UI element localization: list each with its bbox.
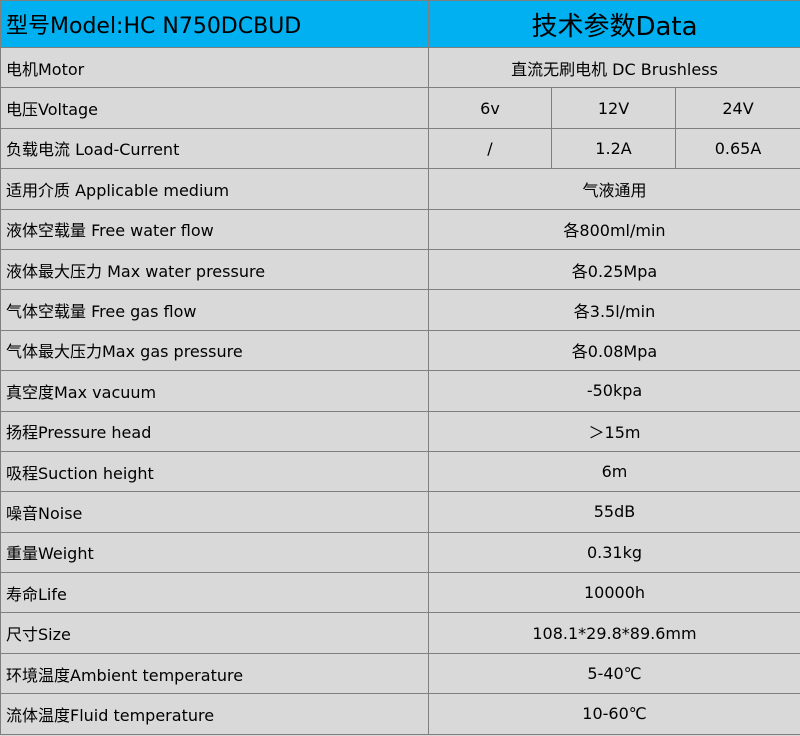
spec-value: 108.1*29.8*89.6mm bbox=[428, 612, 800, 654]
spec-row: 吸程Suction height 6m bbox=[0, 450, 800, 493]
spec-value: 12V bbox=[551, 87, 676, 129]
spec-label: 负载电流 Load-Current bbox=[0, 127, 429, 170]
spec-value: 0.65A bbox=[675, 127, 800, 170]
spec-row: 电压Voltage 6v 12V 24V bbox=[0, 87, 800, 129]
spec-row: 适用介质 Applicable medium 气液通用 bbox=[0, 168, 800, 210]
spec-label: 扬程Pressure head bbox=[0, 410, 429, 452]
spec-row: 尺寸Size 108.1*29.8*89.6mm bbox=[0, 612, 800, 654]
spec-value: 各800ml/min bbox=[428, 208, 800, 250]
table-title: 技术参数Data bbox=[428, 0, 800, 48]
spec-label: 真空度Max vacuum bbox=[0, 370, 429, 412]
spec-value: 24V bbox=[675, 87, 800, 129]
spec-label: 环境温度Ambient temperature bbox=[0, 652, 429, 695]
spec-row: 气体最大压力Max gas pressure 各0.08Mpa bbox=[0, 329, 800, 372]
spec-value: 10000h bbox=[428, 572, 800, 614]
spec-label: 寿命Life bbox=[0, 572, 429, 614]
spec-row: 液体最大压力 Max water pressure 各0.25Mpa bbox=[0, 248, 800, 291]
spec-value: -50kpa bbox=[428, 370, 800, 412]
spec-label: 电机Motor bbox=[0, 46, 429, 89]
spec-label: 流体温度Fluid temperature bbox=[0, 693, 429, 735]
spec-label: 重量Weight bbox=[0, 531, 429, 574]
spec-row: 液体空载量 Free water flow 各800ml/min bbox=[0, 208, 800, 250]
spec-value: 1.2A bbox=[551, 127, 676, 170]
spec-value: 各3.5l/min bbox=[428, 289, 800, 331]
spec-row: 扬程Pressure head ＞15m bbox=[0, 410, 800, 452]
spec-value: 55dB bbox=[428, 491, 800, 533]
spec-value: 0.31kg bbox=[428, 531, 800, 574]
spec-value: 直流无刷电机 DC Brushless bbox=[428, 46, 800, 89]
spec-value: 各0.08Mpa bbox=[428, 329, 800, 372]
spec-row: 流体温度Fluid temperature 10-60℃ bbox=[0, 693, 800, 735]
spec-label: 气体空载量 Free gas flow bbox=[0, 289, 429, 331]
spec-row: 噪音Noise 55dB bbox=[0, 491, 800, 533]
spec-label: 尺寸Size bbox=[0, 612, 429, 654]
spec-row: 负载电流 Load-Current/1.2A 0.65A bbox=[0, 127, 800, 170]
spec-row: 气体空载量 Free gas flow 各3.5l/min bbox=[0, 289, 800, 331]
spec-value: ＞15m bbox=[428, 410, 800, 452]
spec-value: 10-60℃ bbox=[428, 693, 800, 735]
header-row: 型号Model:HC N750DCBUD 技术参数Data bbox=[0, 0, 800, 48]
spec-value: 6v bbox=[428, 87, 552, 129]
spec-value: 5-40℃ bbox=[428, 652, 800, 695]
spec-label: 噪音Noise bbox=[0, 491, 429, 533]
spec-row: 电机Motor 直流无刷电机 DC Brushless bbox=[0, 46, 800, 89]
spec-row: 环境温度Ambient temperature 5-40℃ bbox=[0, 652, 800, 695]
spec-row: 重量Weight 0.31kg bbox=[0, 531, 800, 574]
model-title: 型号Model:HC N750DCBUD bbox=[0, 0, 429, 48]
spec-label: 适用介质 Applicable medium bbox=[0, 168, 429, 210]
spec-row: 真空度Max vacuum -50kpa bbox=[0, 370, 800, 412]
spec-label: 气体最大压力Max gas pressure bbox=[0, 329, 429, 372]
spec-value: / bbox=[428, 127, 552, 170]
spec-label: 液体最大压力 Max water pressure bbox=[0, 248, 429, 291]
spec-row: 寿命Life 10000h bbox=[0, 572, 800, 614]
spec-value: 6m bbox=[428, 450, 800, 493]
spec-value: 各0.25Mpa bbox=[428, 248, 800, 291]
spec-label: 电压Voltage bbox=[0, 87, 429, 129]
spec-label: 吸程Suction height bbox=[0, 450, 429, 493]
spec-label: 液体空载量 Free water flow bbox=[0, 208, 429, 250]
spec-value: 气液通用 bbox=[428, 168, 800, 210]
